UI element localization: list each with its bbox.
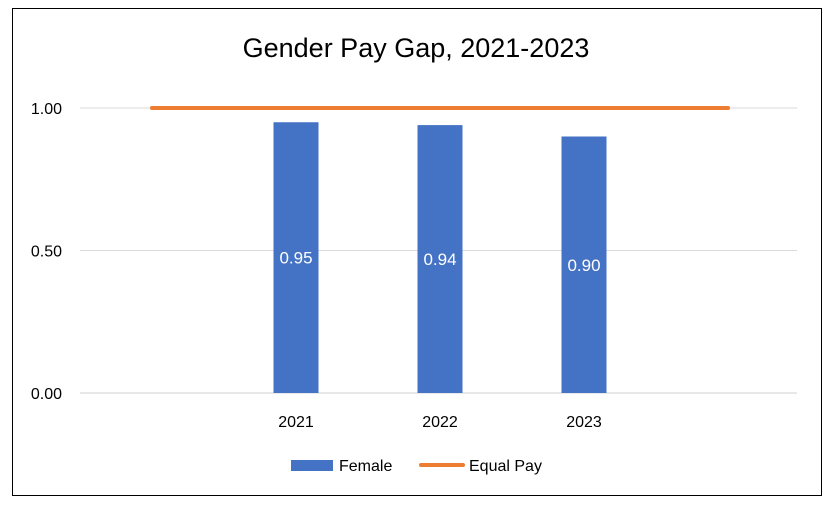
data-label-2021: 0.95 xyxy=(279,249,312,268)
legend-label-female: Female xyxy=(339,458,392,475)
chart-frame xyxy=(12,8,822,496)
y-tick-label: 0.00 xyxy=(31,386,62,403)
bar-female-2022 xyxy=(417,125,463,393)
x-tick-label: 2023 xyxy=(566,414,602,431)
bar-female-2021 xyxy=(273,122,319,393)
legend-label-equal-pay: Equal Pay xyxy=(469,458,542,475)
bar-series: 0.95 0.94 0.90 xyxy=(273,122,607,393)
bar-female-2023 xyxy=(561,136,607,393)
data-label-2023: 0.90 xyxy=(567,256,600,275)
chart-title: Gender Pay Gap, 2021-2023 xyxy=(243,33,590,63)
x-axis-ticks: 2021 2022 2023 xyxy=(278,414,602,431)
y-tick-label: 0.50 xyxy=(31,244,62,261)
legend-swatch-female xyxy=(291,460,333,471)
legend: Female Equal Pay xyxy=(291,458,542,475)
x-tick-label: 2021 xyxy=(278,414,314,431)
y-tick-label: 1.00 xyxy=(31,101,62,118)
x-tick-label: 2022 xyxy=(422,414,458,431)
data-label-2022: 0.94 xyxy=(423,250,456,269)
y-axis-ticks: 0.00 0.50 1.00 xyxy=(31,101,62,403)
